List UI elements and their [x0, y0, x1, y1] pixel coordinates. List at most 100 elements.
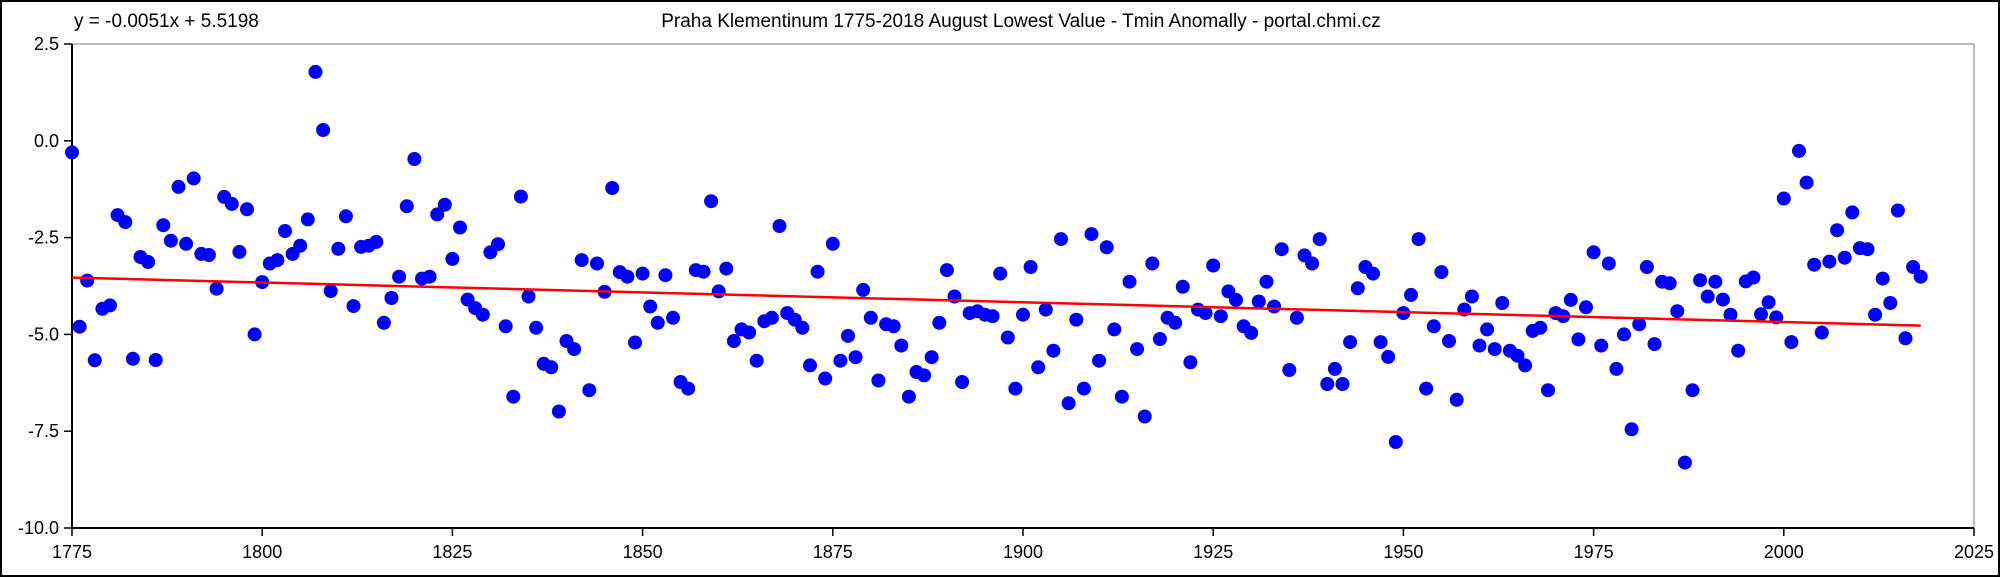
data-point [247, 327, 262, 342]
data-point [1031, 360, 1046, 375]
data-point [1130, 342, 1145, 357]
data-point [1617, 327, 1631, 342]
data-point [1868, 307, 1883, 322]
data-point [544, 360, 559, 375]
data-point [1183, 355, 1198, 370]
data-point [1541, 383, 1555, 398]
data-point [80, 273, 95, 288]
data-point [1784, 335, 1799, 350]
trendline-equation: y = -0.0051x + 5.5198 [74, 11, 259, 32]
data-point [939, 263, 954, 278]
x-tick-label: 1925 [1193, 542, 1233, 562]
data-point [1145, 256, 1160, 271]
data-point [430, 207, 445, 222]
data-point [1700, 289, 1715, 304]
data-point [810, 264, 825, 279]
data-point [825, 236, 840, 251]
data-point [1647, 337, 1662, 352]
y-tick-label: 0.0 [34, 131, 59, 151]
y-tick-label: -5.0 [28, 324, 59, 344]
y-tick-label: 2.5 [34, 34, 59, 54]
data-point [1906, 260, 1921, 274]
data-point [293, 238, 308, 253]
trend-line [71, 276, 1921, 327]
data-point [148, 353, 163, 367]
data-point [346, 299, 361, 314]
data-point [1776, 191, 1791, 206]
data-point [856, 282, 871, 297]
data-point [1449, 392, 1464, 407]
data-point [1016, 307, 1030, 322]
data-point [453, 220, 467, 235]
data-point [1830, 223, 1845, 238]
data-point [156, 218, 171, 233]
data-point [894, 338, 909, 353]
y-tick-label: -2.5 [28, 228, 59, 248]
data-point [635, 266, 650, 281]
data-point [1305, 256, 1320, 271]
data-point [1388, 435, 1403, 449]
data-point [863, 310, 878, 325]
data-point [1860, 242, 1875, 257]
data-point [1883, 296, 1898, 310]
data-point [369, 234, 384, 249]
data-point [384, 291, 399, 305]
data-point [1898, 331, 1913, 346]
data-point [1442, 334, 1456, 348]
data-point [1122, 274, 1137, 289]
data-point [1563, 292, 1578, 307]
data-point [1510, 348, 1525, 363]
data-point [498, 319, 513, 334]
data-point [437, 197, 452, 212]
data-point [711, 284, 726, 299]
data-point [1601, 256, 1616, 271]
data-point [742, 325, 757, 340]
data-point [985, 309, 1000, 324]
data-point [1677, 455, 1692, 470]
data-point [1792, 143, 1806, 158]
data-point [270, 253, 285, 268]
data-point [308, 64, 323, 79]
data-point [886, 319, 901, 334]
data-point [1229, 292, 1243, 307]
data-point [605, 181, 620, 195]
data-point [841, 328, 855, 343]
data-point [232, 244, 247, 259]
data-point [445, 251, 460, 266]
data-point [1708, 274, 1723, 289]
data-point [323, 284, 338, 298]
data-point [1327, 361, 1342, 376]
data-point [529, 320, 544, 335]
data-point [87, 353, 102, 368]
data-point [1152, 332, 1167, 346]
data-point [1411, 232, 1426, 247]
data-point [1312, 232, 1327, 247]
data-point [1731, 343, 1746, 358]
data-point [1518, 358, 1533, 373]
data-point [795, 320, 810, 335]
data-point [1366, 266, 1380, 281]
data-point [726, 334, 741, 348]
data-point [871, 373, 886, 388]
data-point [1586, 245, 1601, 260]
x-tick-label: 1975 [1574, 542, 1614, 562]
data-point [772, 219, 787, 233]
data-point [376, 315, 391, 330]
data-point [338, 209, 353, 224]
data-point [125, 351, 140, 366]
data-point [620, 269, 635, 284]
data-point [1685, 383, 1700, 398]
x-tick-label: 1900 [1003, 542, 1043, 562]
data-point [1251, 294, 1266, 309]
data-point [399, 199, 414, 214]
data-point [1267, 299, 1282, 314]
data-point [1594, 338, 1609, 353]
data-point [1746, 270, 1761, 285]
data-point [1472, 338, 1487, 353]
data-point [590, 256, 604, 271]
data-point [818, 371, 833, 386]
data-point [1464, 289, 1479, 304]
data-point [118, 215, 133, 230]
data-point [1632, 317, 1647, 332]
